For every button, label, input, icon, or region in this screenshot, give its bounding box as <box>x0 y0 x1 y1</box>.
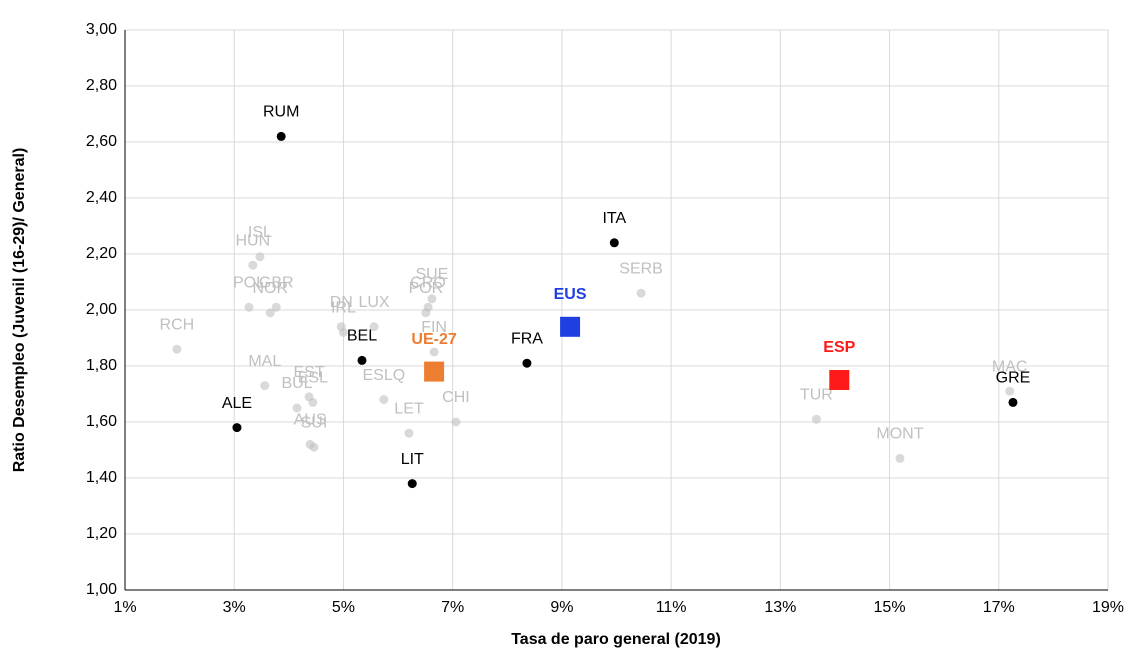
x-tick-label: 19% <box>1092 599 1124 616</box>
point <box>172 344 182 354</box>
point-label: LUX <box>358 294 389 311</box>
point-label: IRL <box>331 300 356 317</box>
point <box>636 288 646 298</box>
point-label: FIN <box>421 319 447 336</box>
y-axis-title: Ratio Desempleo (Juvenil (16-29)/ Genera… <box>11 148 28 473</box>
x-axis-title: Tasa de paro general (2019) <box>511 631 721 648</box>
point <box>265 308 275 318</box>
y-tick-label: 1,00 <box>86 581 117 598</box>
x-tick-label: 5% <box>332 599 355 616</box>
point-label: FRA <box>511 330 543 347</box>
point-label: CRO <box>410 274 446 291</box>
y-tick-label: 2,00 <box>86 301 117 318</box>
point-label: UE-27 <box>411 331 456 348</box>
point <box>424 361 445 382</box>
point <box>379 395 389 405</box>
point-label: ISL <box>248 224 272 241</box>
x-tick-label: 1% <box>113 599 136 616</box>
point <box>308 397 318 407</box>
point-label: ESL <box>298 370 328 387</box>
point <box>244 302 254 312</box>
y-tick-label: 2,80 <box>86 77 117 94</box>
point-label: ITA <box>602 210 626 227</box>
point-label: SUE <box>415 266 448 283</box>
point-label: MAL <box>248 353 281 370</box>
y-tick-label: 2,60 <box>86 133 117 150</box>
point-label: EST <box>293 364 324 381</box>
point <box>429 347 439 357</box>
point <box>895 453 905 463</box>
point-label: MONT <box>876 426 923 443</box>
point-label: POR <box>409 280 444 297</box>
point <box>248 260 258 270</box>
x-tick-label: 11% <box>656 599 687 616</box>
point-label: TUR <box>800 386 833 403</box>
point <box>369 322 379 332</box>
point-label: DN <box>330 294 353 311</box>
y-tick-label: 1,60 <box>86 413 117 430</box>
point-label: GRE <box>996 370 1031 387</box>
point-label: SERB <box>619 260 663 277</box>
point <box>407 479 417 489</box>
point-label: ESP <box>823 339 855 356</box>
y-tick-label: 2,20 <box>86 245 117 262</box>
point-label: RUM <box>263 104 299 121</box>
point <box>276 131 286 141</box>
point <box>404 428 414 438</box>
y-tick-label: 1,20 <box>86 525 117 542</box>
point-label: GBR <box>259 274 294 291</box>
point-label: CHI <box>442 389 470 406</box>
x-tick-label: 3% <box>223 599 246 616</box>
y-tick-label: 1,40 <box>86 469 117 486</box>
x-tick-label: 9% <box>550 599 573 616</box>
y-tick-label: 3,00 <box>86 21 117 38</box>
point-label: LIT <box>401 451 424 468</box>
point <box>811 414 821 424</box>
point <box>292 403 302 413</box>
point-label: RCH <box>160 316 195 333</box>
point-label: BUL <box>281 375 312 392</box>
point <box>427 294 437 304</box>
point <box>260 381 270 391</box>
x-tick-label: 13% <box>764 599 796 616</box>
x-tick-label: 7% <box>441 599 464 616</box>
point-label: AUS <box>294 412 327 429</box>
point <box>829 370 850 390</box>
point-label: HUN <box>235 232 270 249</box>
point <box>1005 386 1015 396</box>
y-tick-label: 2,40 <box>86 189 117 206</box>
point-label: LET <box>394 400 424 417</box>
point <box>421 308 431 318</box>
point-label: MAC <box>992 358 1028 375</box>
x-tick-label: 15% <box>874 599 906 616</box>
x-tick-label: 17% <box>983 599 1015 616</box>
point-label: EUS <box>554 286 587 303</box>
point <box>271 302 281 312</box>
point-label: NOR <box>252 280 288 297</box>
point <box>357 355 367 365</box>
point-label: ESLQ <box>363 367 406 384</box>
point-label: ALE <box>222 395 252 412</box>
point <box>1008 397 1018 407</box>
point-label: SUI <box>301 414 328 431</box>
point <box>522 358 532 368</box>
point <box>560 316 581 337</box>
y-tick-label: 1,80 <box>86 357 117 374</box>
point <box>232 423 242 433</box>
point-label: POL <box>233 274 265 291</box>
point-label: BEL <box>347 328 377 345</box>
point <box>255 252 265 262</box>
point <box>309 442 319 452</box>
point <box>338 327 348 337</box>
point <box>609 238 619 248</box>
point <box>451 417 461 427</box>
